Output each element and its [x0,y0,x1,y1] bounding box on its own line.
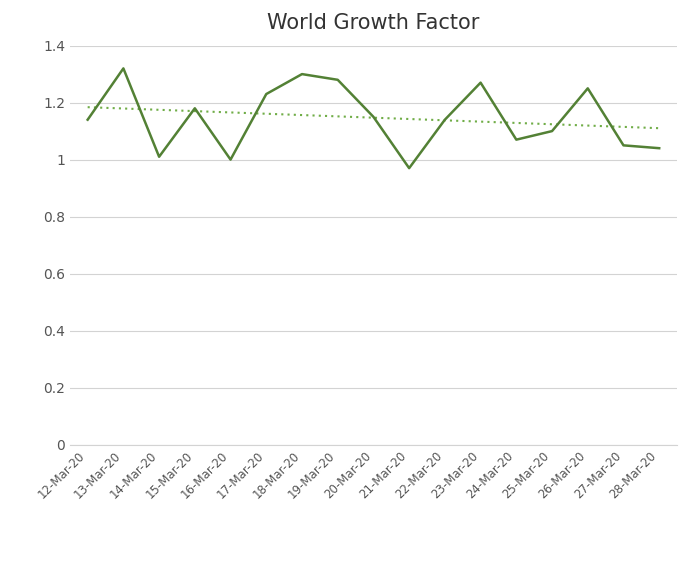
Title: World Growth Factor: World Growth Factor [267,13,480,33]
